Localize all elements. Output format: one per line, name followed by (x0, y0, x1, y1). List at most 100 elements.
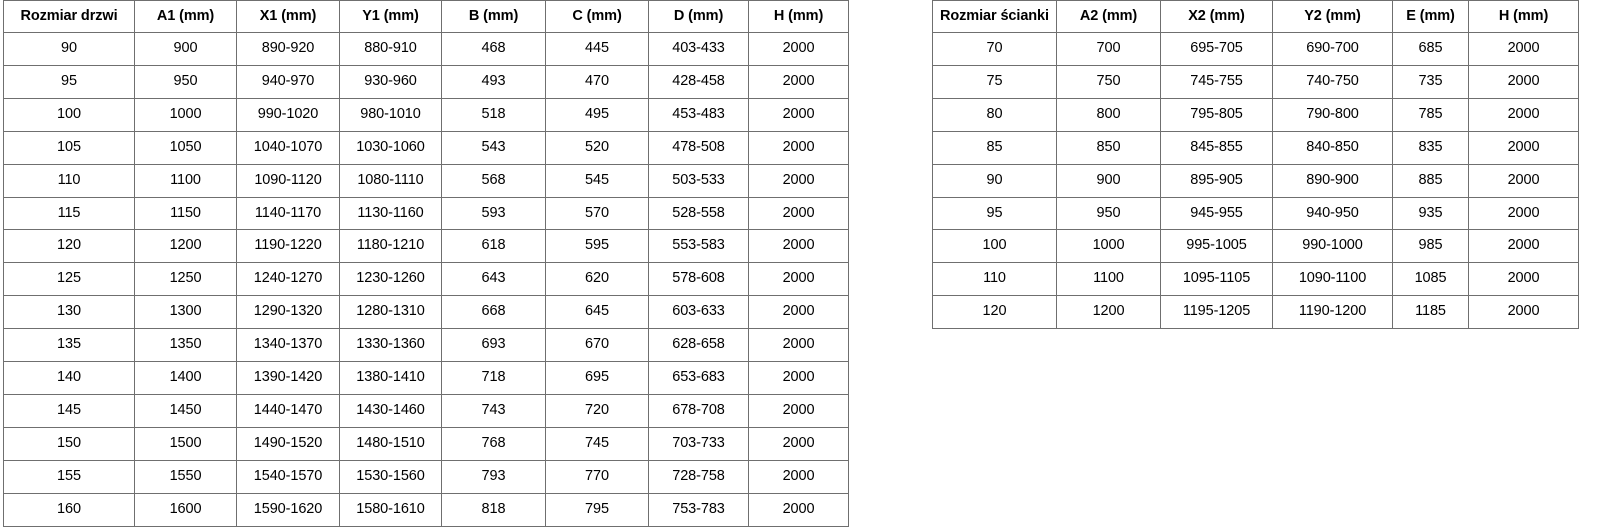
table-cell: 2000 (748, 328, 849, 363)
table-cell: 1140-1170 (236, 196, 340, 231)
table-row: 80 800 795-805 790-800 785 2000 (932, 97, 1579, 132)
panel-size-table-container: Rozmiar ścianki A2 (mm) X2 (mm) Y2 (mm) E (m… (932, 0, 1579, 330)
table-cell: 1130-1160 (339, 196, 442, 231)
table-cell: 950 (1056, 196, 1161, 231)
table-cell: 720 (545, 393, 649, 428)
table-cell: 130 (3, 295, 135, 330)
table-cell: 1330-1360 (339, 328, 442, 363)
table-cell: 2000 (1468, 32, 1579, 66)
table-cell: 150 (3, 426, 135, 461)
table-cell: 940-970 (236, 64, 340, 99)
table-cell: 845-855 (1160, 130, 1273, 165)
table-cell: 795-805 (1160, 97, 1273, 132)
table-cell: 125 (3, 262, 135, 297)
table-cell: 80 (932, 97, 1057, 132)
table-row: 105 1050 1040-1070 1030-1060 543 520 478-508 20… (3, 130, 849, 165)
table-row: 100 1000 995-1005 990-1000 985 2000 (932, 229, 1579, 264)
table-cell: 1540-1570 (236, 459, 340, 494)
table-cell: 2000 (748, 130, 849, 165)
table-cell: 678-708 (648, 393, 749, 428)
table-cell: 1000 (1056, 229, 1161, 264)
table-cell: 643 (441, 262, 546, 297)
table-cell: 2000 (748, 393, 849, 428)
table-cell: 1550 (134, 459, 237, 494)
table-cell: 693 (441, 328, 546, 363)
table-cell: 790-800 (1272, 97, 1393, 132)
table-cell: 2000 (1468, 196, 1579, 231)
table-cell: 703-733 (648, 426, 749, 461)
table-cell: 735 (1392, 64, 1469, 99)
table-row: 145 1450 1440-1470 1430-1460 743 720 678-708 20… (3, 393, 849, 428)
table-cell: 1095-1105 (1160, 262, 1273, 297)
table-cell: 1280-1310 (339, 295, 442, 330)
table-cell: 595 (545, 229, 649, 264)
table-cell: 520 (545, 130, 649, 165)
table-cell: 2000 (748, 163, 849, 198)
table-cell: 593 (441, 196, 546, 231)
table-row: 90 900 895-905 890-900 885 2000 (932, 163, 1579, 198)
table-row: 90 900 890-920 880-910 468 445 403-433 2000 (3, 32, 849, 66)
table-cell: 120 (932, 295, 1057, 330)
table-cell: 745 (545, 426, 649, 461)
table-cell: 990-1000 (1272, 229, 1393, 264)
table-cell: 1240-1270 (236, 262, 340, 297)
table-cell: 1440-1470 (236, 393, 340, 428)
table-cell: 1450 (134, 393, 237, 428)
table-row: 115 1150 1140-1170 1130-1160 593 570 528-558 20… (3, 196, 849, 231)
table-cell: 895-905 (1160, 163, 1273, 198)
door-size-table-container: Rozmiar drzwi A1 (mm) X1 (mm) Y1 (mm) B (mm)… (3, 0, 849, 527)
table-cell: 620 (545, 262, 649, 297)
table-cell: 1340-1370 (236, 328, 340, 363)
column-header: X2 (mm) (1160, 0, 1273, 33)
table-cell: 1400 (134, 361, 237, 395)
table-cell: 700 (1056, 32, 1161, 66)
table-cell: 603-633 (648, 295, 749, 330)
table-cell: 503-533 (648, 163, 749, 198)
table-cell: 940-950 (1272, 196, 1393, 231)
table-cell: 1530-1560 (339, 459, 442, 494)
table-cell: 115 (3, 196, 135, 231)
column-header: D (mm) (648, 0, 749, 33)
table-cell: 850 (1056, 130, 1161, 165)
table-cell: 980-1010 (339, 97, 442, 132)
table-cell: 880-910 (339, 32, 442, 66)
table-cell: 1080-1110 (339, 163, 442, 198)
table-cell: 1430-1460 (339, 393, 442, 428)
table-cell: 985 (1392, 229, 1469, 264)
table-cell: 1090-1120 (236, 163, 340, 198)
table-row: 155 1550 1540-1570 1530-1560 793 770 728-758 20… (3, 459, 849, 494)
column-header: A2 (mm) (1056, 0, 1161, 33)
table-cell: 990-1020 (236, 97, 340, 132)
column-header: E (mm) (1392, 0, 1469, 33)
door-size-table: Rozmiar drzwi A1 (mm) X1 (mm) Y1 (mm) B (mm)… (3, 0, 849, 527)
table-body: 70 700 695-705 690-700 685 2000 75 750 745-755 74… (932, 32, 1579, 330)
table-cell: 2000 (1468, 262, 1579, 297)
table-cell: 1200 (134, 229, 237, 264)
table-cell: 1185 (1392, 295, 1469, 330)
column-header: Y1 (mm) (339, 0, 442, 33)
table-cell: 1050 (134, 130, 237, 165)
table-cell: 1100 (1056, 262, 1161, 297)
table-cell: 1590-1620 (236, 492, 340, 527)
table-cell: 2000 (1468, 97, 1579, 132)
table-cell: 645 (545, 295, 649, 330)
table-cell: 935 (1392, 196, 1469, 231)
table-row: 120 1200 1190-1220 1180-1210 618 595 553-583 20… (3, 229, 849, 264)
table-cell: 528-558 (648, 196, 749, 231)
table-cell: 818 (441, 492, 546, 527)
column-header: H (mm) (1468, 0, 1579, 33)
table-cell: 1090-1100 (1272, 262, 1393, 297)
table-cell: 468 (441, 32, 546, 66)
table-cell: 145 (3, 393, 135, 428)
table-cell: 1600 (134, 492, 237, 527)
table-cell: 553-583 (648, 229, 749, 264)
table-cell: 1300 (134, 295, 237, 330)
table-cell: 100 (3, 97, 135, 132)
table-cell: 745-755 (1160, 64, 1273, 99)
column-header: Rozmiar ścianki (932, 0, 1057, 33)
table-row: 125 1250 1240-1270 1230-1260 643 620 578-608 20… (3, 262, 849, 297)
table-cell: 2000 (1468, 295, 1579, 330)
column-header: Y2 (mm) (1272, 0, 1393, 33)
table-cell: 685 (1392, 32, 1469, 66)
table-cell: 1480-1510 (339, 426, 442, 461)
